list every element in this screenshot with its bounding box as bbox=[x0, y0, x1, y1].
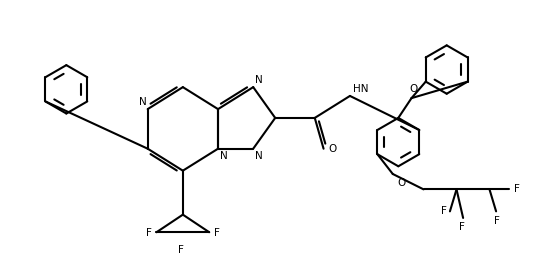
Text: F: F bbox=[494, 216, 500, 226]
Text: F: F bbox=[178, 246, 183, 256]
Text: N: N bbox=[256, 151, 263, 161]
Text: F: F bbox=[514, 184, 520, 194]
Text: F: F bbox=[441, 206, 447, 216]
Text: N: N bbox=[220, 151, 228, 161]
Text: N: N bbox=[256, 75, 263, 85]
Text: F: F bbox=[146, 228, 152, 238]
Text: O: O bbox=[329, 144, 337, 154]
Text: N: N bbox=[139, 97, 147, 107]
Text: O: O bbox=[410, 84, 418, 94]
Text: F: F bbox=[213, 228, 219, 238]
Text: O: O bbox=[397, 178, 406, 188]
Text: HN: HN bbox=[353, 84, 369, 94]
Text: F: F bbox=[459, 222, 465, 232]
